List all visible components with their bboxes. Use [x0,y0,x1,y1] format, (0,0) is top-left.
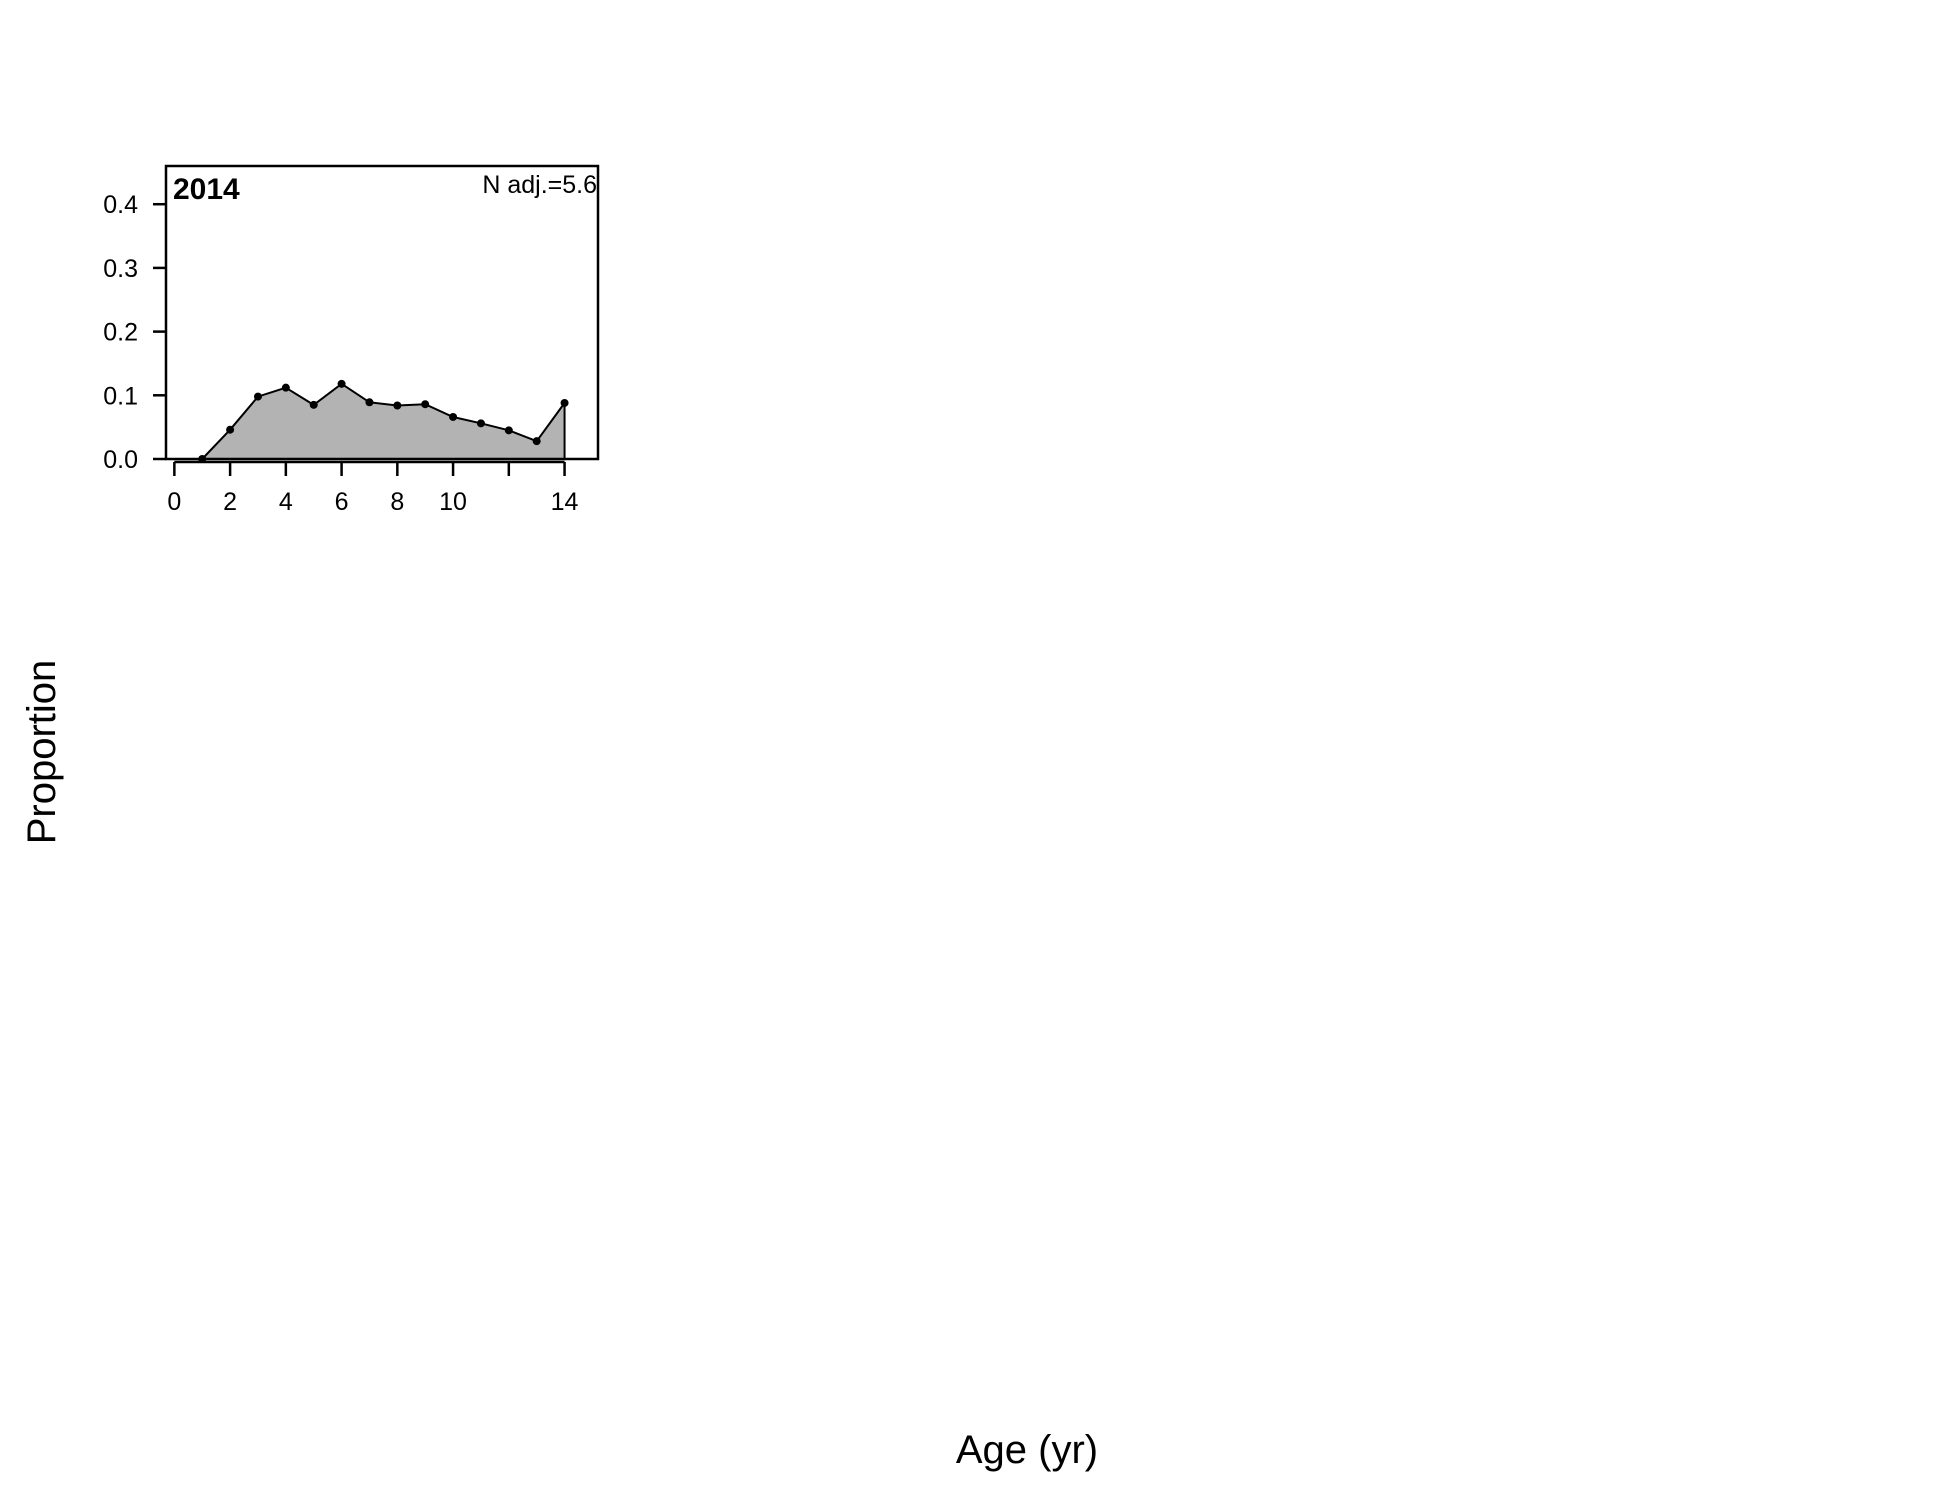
data-point-age-9 [421,400,430,409]
y-tick-label: 0.0 [103,446,138,474]
proportion-area [202,383,565,459]
x-tick-label: 2 [223,488,237,516]
data-point-age-11 [476,419,485,428]
panel-n-label: N adj.=5.6 [482,171,597,199]
x-tick-label: 4 [279,488,293,516]
line-layer [201,382,566,460]
x-tick-label: 8 [390,488,404,516]
data-point-age-7 [365,398,374,407]
y-axis-title: Proportion [20,660,64,845]
data-point-age-4 [281,383,290,392]
panel-frame [164,164,600,461]
data-point-age-2 [226,425,235,434]
panel-year-label: 2014 [173,173,240,206]
y-tick-label: 0.1 [103,382,138,410]
data-point-age-13 [532,437,541,446]
data-point-age-5 [309,400,318,409]
x-axis: 0 2 4 6 8 10 14 [167,460,579,516]
area-layer [202,383,565,459]
data-point-age-10 [449,412,458,421]
y-axis: 0.0 0.1 0.2 0.3 0.4 [103,191,166,474]
x-tick-label: 6 [335,488,349,516]
data-point-age-6 [337,379,346,388]
data-point-age-3 [253,392,262,401]
data-point-age-12 [504,426,513,435]
x-axis-title: Age (yr) [956,1428,1098,1472]
x-tick-label: 10 [439,488,467,516]
proportion-line [201,382,566,460]
point-layer [198,379,569,463]
data-point-age-8 [393,401,402,410]
y-tick-label: 0.2 [103,319,138,347]
panel-2014: 0.0 0.1 0.2 0.3 0.4 0 2 4 6 8 10 14 2014 N adj.=5.… [103,164,600,516]
y-tick-label: 0.3 [103,255,138,283]
y-tick-label: 0.4 [103,191,138,219]
x-tick-label: 0 [167,488,181,516]
data-point-age-14 [560,398,569,407]
x-tick-label: 14 [551,488,579,516]
